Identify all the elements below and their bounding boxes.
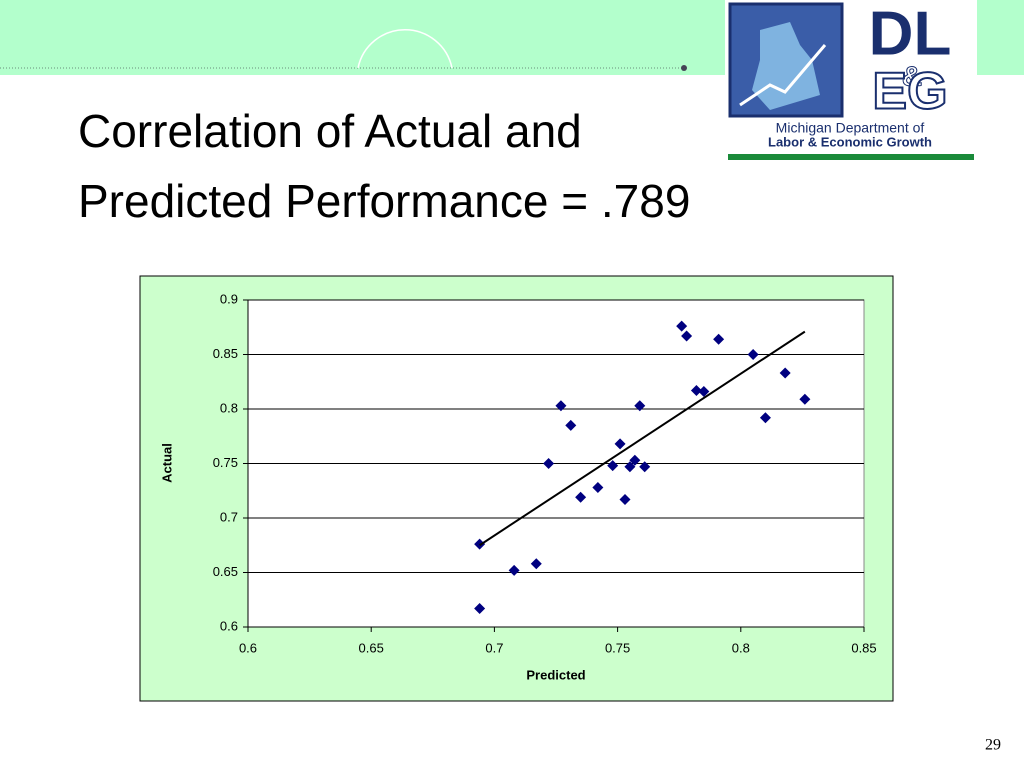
point xyxy=(508,564,520,576)
y-tick-label: 0.7 xyxy=(220,509,238,524)
decor-arc xyxy=(357,29,453,69)
point xyxy=(799,393,811,405)
y-tick-label: 0.75 xyxy=(213,455,238,470)
point xyxy=(779,367,791,379)
logo-amp: & xyxy=(902,60,922,91)
point xyxy=(575,491,587,503)
point xyxy=(634,400,646,412)
point xyxy=(624,461,636,473)
trendline xyxy=(479,330,806,547)
slide-title: Correlation of Actual and xyxy=(78,105,582,157)
point xyxy=(474,602,486,614)
point xyxy=(713,333,725,345)
logo-bottom: EG xyxy=(872,63,947,121)
point xyxy=(565,419,577,431)
point xyxy=(614,438,626,450)
logo-top: DL xyxy=(869,0,952,68)
point xyxy=(639,461,651,473)
x-tick-label: 0.65 xyxy=(359,640,384,655)
logo-map xyxy=(752,22,820,110)
point xyxy=(681,330,693,342)
logo-line1: Michigan Department of xyxy=(776,120,925,136)
x-tick-label: 0.75 xyxy=(605,640,630,655)
point xyxy=(747,349,759,360)
divider-dot xyxy=(681,65,687,71)
point xyxy=(759,412,771,424)
y-axis-label: Actual xyxy=(159,443,174,483)
point xyxy=(690,384,702,396)
x-tick-label: 0.7 xyxy=(485,640,503,655)
logo: DL & EG Michigan Department of Labor & E… xyxy=(725,0,977,162)
page-number: 29 xyxy=(985,737,1001,754)
x-tick-label: 0.6 xyxy=(239,640,257,655)
x-tick-label: 0.85 xyxy=(851,640,876,655)
point xyxy=(543,458,555,469)
logo-line2: Labor & Economic Growth xyxy=(768,134,932,149)
point xyxy=(619,493,631,505)
point xyxy=(555,400,567,412)
y-tick-label: 0.6 xyxy=(220,618,238,633)
y-tick-label: 0.65 xyxy=(213,564,238,579)
point xyxy=(607,460,619,472)
x-tick-label: 0.8 xyxy=(732,640,750,655)
x-axis-label: Predicted xyxy=(526,667,585,682)
y-tick-label: 0.8 xyxy=(220,400,238,415)
logo-bar xyxy=(728,154,974,160)
point xyxy=(629,454,641,466)
point xyxy=(530,558,542,570)
y-tick-label: 0.85 xyxy=(213,346,238,361)
logo-arrow xyxy=(739,44,827,107)
y-tick-label: 0.9 xyxy=(220,291,238,306)
point xyxy=(698,386,710,398)
point xyxy=(676,320,688,332)
point xyxy=(592,481,604,493)
slide-title: Predicted Performance = .789 xyxy=(78,175,690,227)
